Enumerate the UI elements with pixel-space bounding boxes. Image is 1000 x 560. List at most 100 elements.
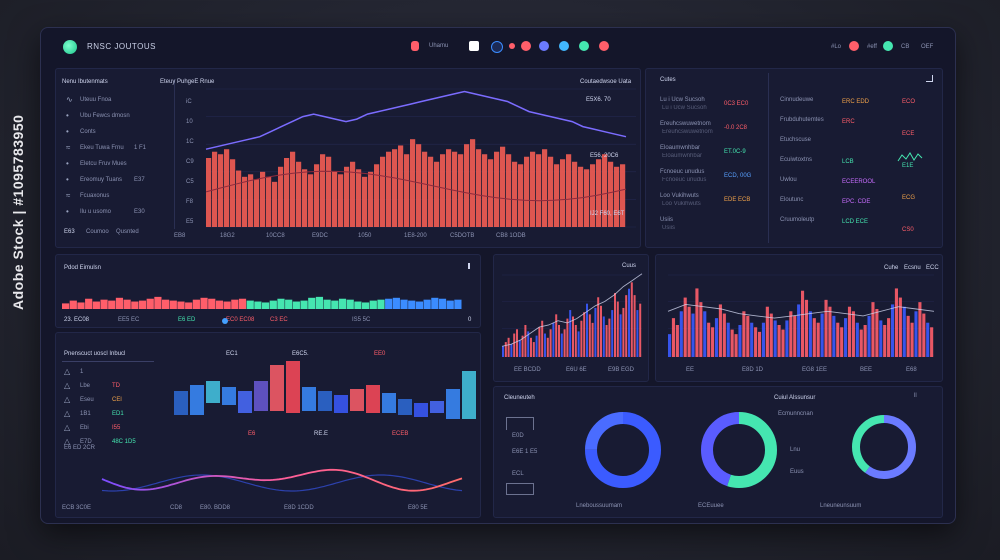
bar <box>578 166 584 227</box>
top-right-alert-icon[interactable] <box>849 41 859 51</box>
alert-pill-icon[interactable] <box>411 41 419 51</box>
bar <box>569 310 572 357</box>
marker-dot-icon <box>222 318 228 324</box>
profile-icon[interactable] <box>539 41 549 51</box>
top-right-item-4[interactable]: OEF <box>921 44 934 50</box>
bar <box>820 313 824 357</box>
bar <box>620 164 626 227</box>
lower-left-panel: Pnenscuct uoscl Inbucl △ 1 △ Lbe TD △ Eseu CEl △… <box>55 332 481 518</box>
bar <box>546 337 549 357</box>
bar <box>625 295 628 357</box>
bar <box>185 302 193 309</box>
bar <box>918 302 922 357</box>
bar <box>859 329 863 357</box>
nav-circle-icon[interactable] <box>491 41 503 53</box>
bar <box>369 300 377 309</box>
donut-footer-2: ECEuuee <box>698 503 724 509</box>
expand-icon[interactable] <box>926 75 933 82</box>
bar <box>614 293 616 357</box>
x-tick-label: 1050 <box>358 233 372 239</box>
bar <box>502 346 504 357</box>
bar <box>577 331 580 357</box>
bar <box>377 299 385 309</box>
heat-label: E6 <box>248 431 256 437</box>
triangle-icon: △ <box>64 367 71 376</box>
donut-left-stat-3: ECL <box>512 471 524 477</box>
right-table-value: EDE ECB <box>724 197 751 203</box>
strip-bar-chart <box>62 296 462 309</box>
watermark-side-text: Adobe Stock | #1095783950 <box>10 114 26 310</box>
bar <box>374 164 380 227</box>
bar <box>605 325 608 357</box>
right-table-value: E1E <box>902 163 914 169</box>
bar <box>836 322 840 357</box>
lower-left-row-label: E7D <box>80 439 92 445</box>
top-right-item-2[interactable]: #eff <box>867 44 877 50</box>
bar <box>238 298 247 309</box>
bar <box>863 325 867 357</box>
bar <box>362 176 368 227</box>
main-bar-chart <box>205 88 636 228</box>
heat-cell <box>238 391 252 413</box>
notification-icon[interactable] <box>521 41 531 51</box>
donut-slice <box>585 412 661 488</box>
bar <box>703 311 707 357</box>
mid-chart-1-x3: E9B EGD <box>608 367 635 373</box>
heat-cell <box>366 385 380 413</box>
info-icon[interactable] <box>559 41 569 51</box>
lower-left-footer-label: E8D 1CDD <box>284 505 314 511</box>
triangle-icon: △ <box>64 395 71 404</box>
triangle-icon: △ <box>64 423 71 432</box>
record-dot-icon[interactable] <box>509 43 515 49</box>
right-table-value: ET.0C-9 <box>724 149 746 155</box>
bar <box>668 334 672 357</box>
series-line <box>205 90 627 150</box>
menu-icon[interactable] <box>468 263 470 269</box>
x-tick-label: 1E8-200 <box>404 233 427 239</box>
bar <box>123 299 131 309</box>
donut-left-stat-1: E0D <box>512 433 524 439</box>
bar <box>600 305 602 357</box>
heat-label: ECEB <box>392 431 409 437</box>
x-tick-label: E9DC <box>312 233 329 239</box>
bar <box>855 322 859 357</box>
top-right-item-1[interactable]: #Lo <box>831 44 842 50</box>
bar <box>192 299 200 309</box>
bar <box>392 297 400 309</box>
bar <box>285 299 293 309</box>
wave-icon: ≈ <box>66 191 71 200</box>
heat-cell <box>430 401 444 413</box>
lower-left-footer-label: E80 5E <box>408 505 428 511</box>
right-table-value: ERC <box>842 119 855 125</box>
bar <box>594 307 597 357</box>
status-icon[interactable] <box>579 41 589 51</box>
right-table-value: 0C3 EC0 <box>724 101 749 107</box>
lower-left-row-label: Lbe <box>80 383 91 389</box>
top-right-item-3[interactable]: CB <box>901 44 910 50</box>
mid-chart-2-title-3: ECC <box>926 265 939 271</box>
bar <box>512 161 518 227</box>
search-icon[interactable] <box>469 41 479 51</box>
settings-icon[interactable] <box>599 41 609 51</box>
bar <box>454 299 462 309</box>
right-table-value: ECEEROOL <box>842 179 876 185</box>
bar <box>470 139 476 227</box>
bar <box>400 299 408 309</box>
bar <box>398 145 404 227</box>
dashboard-window: RNSC JOUTOUS Uhamu #Lo #eff CB OEF Nenu … <box>40 27 956 524</box>
left-list-row-label: Fcuaxonus <box>80 193 110 199</box>
bar <box>824 299 828 357</box>
bar <box>622 307 625 357</box>
donut-footer-3: Lneuneunsuum <box>820 503 862 509</box>
donut-side-item-3: Euus <box>790 469 804 475</box>
bar <box>926 322 930 357</box>
x-tick-label: 10CC8 <box>266 233 285 239</box>
series-line <box>667 303 935 319</box>
bar <box>362 302 370 309</box>
bar <box>326 156 332 227</box>
bar <box>890 304 895 357</box>
bar <box>314 164 320 227</box>
tab-label[interactable]: Uhamu <box>429 43 449 49</box>
bar <box>750 322 754 357</box>
top-right-status-icon[interactable] <box>883 41 893 51</box>
